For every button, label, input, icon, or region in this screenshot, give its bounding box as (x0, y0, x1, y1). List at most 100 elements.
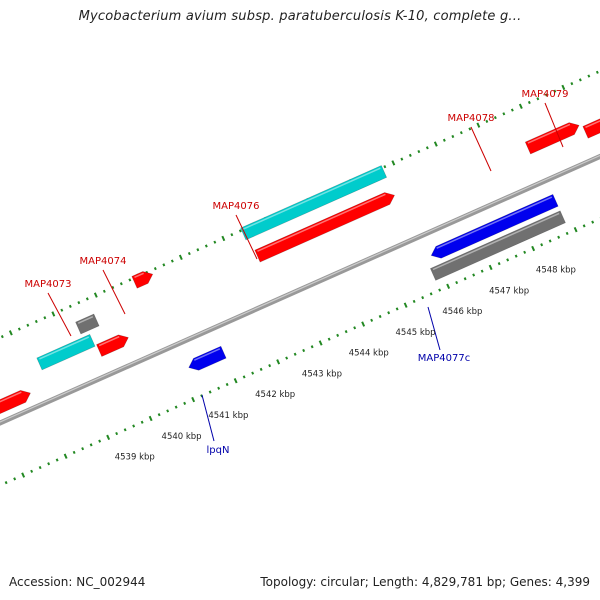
outer-tick-major (433, 141, 438, 147)
inner-tick-minor (336, 333, 340, 337)
outer-tick-minor (400, 157, 404, 161)
cds-forward-shine (257, 193, 386, 252)
scale-label: 4539 kbp (115, 453, 155, 463)
inner-tick-minor (310, 345, 314, 349)
outer-tick-minor (417, 149, 421, 154)
gene-label: MAP4074 (80, 256, 127, 267)
outer-tick-minor (34, 319, 38, 324)
inner-tick-minor (438, 288, 442, 292)
scale-label: 4541 kbp (208, 411, 248, 421)
inner-tick-ring (4, 217, 600, 485)
backbone-highlight (0, 154, 600, 423)
inner-tick-minor (429, 292, 433, 296)
cds-forward-body (582, 118, 600, 139)
inner-tick-minor (183, 401, 187, 405)
outer-tick-minor (111, 285, 115, 290)
outer-tick-minor (162, 263, 166, 267)
inner-tick-major (21, 472, 26, 478)
outer-tick-minor (587, 74, 591, 78)
label-leader (235, 214, 258, 260)
cds-reverse-body (430, 193, 559, 259)
cds-forward-shine (0, 391, 22, 403)
gene-label: MAP4073 (25, 279, 72, 290)
inner-tick-minor (4, 481, 8, 485)
outer-tick-minor (510, 108, 514, 112)
outer-tick-minor (527, 100, 531, 105)
inner-tick-minor (557, 235, 561, 239)
outer-tick-minor (0, 335, 4, 339)
outer-tick-minor (553, 89, 557, 93)
cds-forward (524, 122, 580, 155)
feature-other-shine (77, 315, 94, 324)
outer-tick-major (8, 330, 13, 336)
gene-label: lpqN (207, 445, 230, 456)
inner-tick-minor (140, 420, 144, 424)
inner-tick-minor (55, 458, 59, 462)
outer-tick-minor (68, 304, 72, 308)
outer-tick-minor (17, 327, 21, 331)
inner-tick-minor (582, 224, 586, 228)
cds-forward (582, 118, 600, 139)
inner-tick-minor (285, 356, 289, 360)
inner-tick-minor (166, 409, 170, 413)
cds-forward (96, 334, 129, 357)
inner-tick-major (446, 283, 451, 289)
outer-tick-minor (128, 278, 132, 282)
outer-tick-minor (442, 138, 446, 142)
rna-forward-shine (242, 167, 381, 230)
inner-tick-minor (591, 220, 595, 224)
inner-tick-minor (115, 431, 119, 436)
inner-tick-minor (225, 382, 229, 387)
label-leader (427, 306, 441, 351)
inner-tick-minor (72, 450, 76, 455)
cds-forward-shine (134, 272, 144, 279)
scale-label: 4547 kbp (489, 286, 529, 296)
inner-tick-minor (378, 314, 382, 319)
outer-tick-major (178, 254, 183, 261)
outer-tick-minor (153, 267, 157, 271)
inner-tick-minor (268, 364, 272, 368)
inner-tick-major (488, 264, 493, 271)
inner-tick-major (63, 453, 68, 459)
inner-tick-minor (13, 477, 17, 481)
label-leader (47, 292, 72, 337)
scale-label: 4544 kbp (349, 349, 389, 359)
inner-tick-minor (455, 280, 459, 285)
inner-tick-minor (47, 462, 51, 466)
outer-tick-minor (213, 240, 217, 244)
inner-tick-minor (472, 273, 476, 277)
outer-tick-minor (425, 146, 429, 150)
outer-tick-minor (60, 308, 64, 312)
outer-tick-major (221, 235, 226, 242)
cds-forward-body (524, 122, 580, 155)
inner-tick-minor (506, 258, 510, 262)
inner-tick-major (106, 434, 111, 441)
inner-tick-minor (344, 330, 348, 334)
cds-forward (254, 192, 395, 263)
outer-tick-minor (196, 248, 200, 252)
inner-tick-minor (523, 250, 527, 254)
feature-other (75, 313, 100, 335)
map-title: Mycobacterium avium subsp. paratuberculo… (78, 9, 522, 24)
genome-summary: Topology: circular; Length: 4,829,781 bp… (260, 575, 590, 589)
rna-forward-shine (39, 336, 90, 360)
outer-tick-major (561, 84, 566, 91)
inner-tick-minor (208, 390, 212, 394)
cds-forward-shine (585, 120, 600, 129)
outer-tick-minor (187, 251, 191, 256)
inner-tick-minor (565, 231, 569, 236)
label-leader (470, 126, 492, 172)
inner-tick-major (233, 378, 238, 384)
inner-tick-minor (480, 269, 484, 273)
gene-label: MAP4076 (213, 201, 260, 212)
rna-forward-body (36, 334, 96, 371)
outer-tick-minor (493, 116, 497, 120)
inner-tick-minor (98, 439, 102, 443)
feature-track (0, 118, 600, 415)
outer-tick-minor (578, 78, 582, 82)
cds-reverse-body (188, 345, 227, 371)
outer-tick-minor (468, 127, 472, 131)
inner-tick-minor (259, 367, 263, 371)
rna-forward (36, 334, 96, 371)
outer-tick-minor (451, 134, 455, 139)
